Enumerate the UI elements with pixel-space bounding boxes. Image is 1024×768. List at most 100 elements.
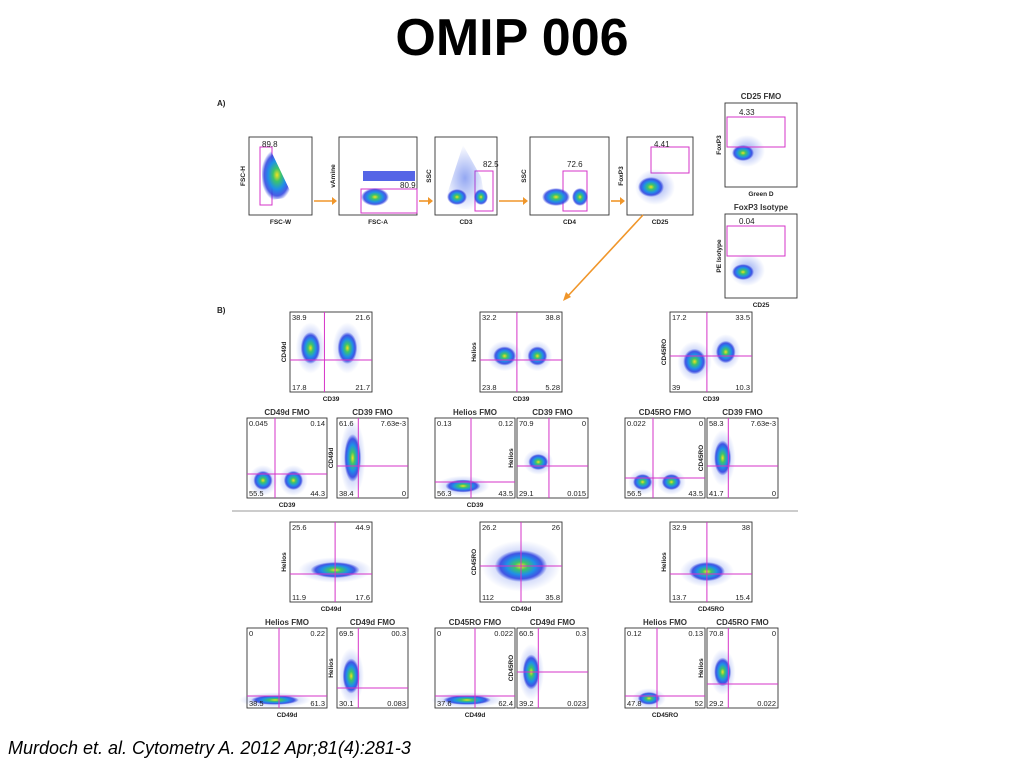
quadrant-value-ul: 0.12 (627, 629, 642, 638)
y-axis-label: Helios (508, 448, 515, 468)
y-axis-label: CD45RO (508, 655, 515, 681)
gate-rect (650, 146, 690, 174)
cell-population (261, 149, 293, 201)
quadrant-value-lr: 35.8 (545, 593, 560, 602)
panel-b-fmo-plot-4-1: CD49d 0 0.22 38.5 61.3 (239, 627, 328, 719)
fmo-heading: CD49d FMO (350, 618, 395, 627)
quadrant-value-ll: 13.7 (672, 593, 687, 602)
cell-population (445, 479, 481, 493)
quadrant-value-ur: 38.8 (545, 313, 560, 322)
y-axis-label: CD45RO (698, 445, 705, 471)
quadrant-value-ll: 39.2 (519, 699, 534, 708)
x-axis-label: CD39 (513, 396, 530, 403)
panel-b-fmo-plot-4-2: Helios 69.5 00.3 30.1 0.083 (328, 627, 409, 709)
y-axis-label: PE Isotype (716, 239, 723, 273)
quadrant-value-lr: 0.083 (387, 699, 406, 708)
quadrant-value-ul: 25.6 (292, 523, 307, 532)
cell-population (337, 332, 358, 364)
y-axis-label: Helios (281, 552, 288, 572)
cell-population (342, 658, 360, 694)
plot-frame (529, 136, 610, 216)
fmo-heading: Helios FMO (453, 408, 497, 417)
quadrant-value-lr: 0.022 (757, 699, 776, 708)
quadrant-value-ul: 0.022 (627, 419, 646, 428)
gate-value: 0.04 (739, 217, 755, 226)
quadrant-value-lr: 43.5 (498, 489, 513, 498)
x-axis-label: CD45RO (652, 712, 678, 719)
panel-b-fmo-plot-6-2: Helios 70.8 0 29.2 0.022 (698, 627, 779, 709)
panel-a-plot-3: CD3 SSC 82.5 (426, 136, 499, 226)
quadrant-value-lr: 5.28 (545, 383, 560, 392)
quadrant-value-lr: 62.4 (498, 699, 513, 708)
cell-population (283, 470, 303, 490)
quadrant-value-lr: 17.6 (355, 593, 370, 602)
fmo-heading: Helios FMO (643, 618, 687, 627)
quadrant-value-ul: 0.045 (249, 419, 268, 428)
fmo-heading: CD49d FMO (530, 618, 575, 627)
cell-population (683, 348, 707, 375)
x-axis-label: CD39 (323, 396, 340, 403)
panel-a-control-2: CD25 PE Isotype 0.04 (716, 213, 798, 309)
panel-b-fmo-plot-1-1: CD39 0.045 0.14 55.5 44.3 (246, 417, 328, 509)
cell-population (732, 145, 754, 161)
quadrant-value-ur: 0 (582, 419, 586, 428)
cell-population (637, 692, 661, 705)
flow-arrowhead (332, 197, 337, 205)
gate-rect (726, 116, 786, 148)
cell-population (633, 474, 653, 490)
cell-population (527, 346, 548, 366)
flow-arrowhead (620, 197, 625, 205)
cell-population (251, 695, 299, 705)
panel-b-main-plot-6: CD45RO Helios 32.9 38 13.7 15.4 (661, 521, 753, 613)
slide-title: OMIP 006 (395, 9, 629, 67)
cell-population (572, 188, 588, 206)
quadrant-value-ur: 0.3 (576, 629, 586, 638)
x-axis-label: CD49d (321, 606, 342, 613)
fmo-heading: CD39 FMO (352, 408, 392, 417)
quadrant-value-ul: 58.3 (709, 419, 724, 428)
panel-b-label: B) (217, 306, 226, 315)
quadrant-value-ul: 61.6 (339, 419, 354, 428)
fmo-heading: CD39 FMO (722, 408, 762, 417)
quadrant-value-lr: 0 (402, 489, 406, 498)
fmo-heading: Helios FMO (265, 618, 309, 627)
quadrant-value-lr: 52 (695, 699, 703, 708)
quadrant-value-ll: 29.1 (519, 489, 534, 498)
y-axis-label: vAmine (330, 164, 337, 188)
quadrant-value-ur: 0.12 (498, 419, 513, 428)
fmo-heading: CD45RO FMO (639, 408, 691, 417)
x-axis-label: Green D (748, 191, 774, 198)
quadrant-value-ul: 0 (437, 629, 441, 638)
quadrant-value-ur: 00.3 (391, 629, 406, 638)
quadrant-value-ll: 38.4 (339, 489, 354, 498)
gate-rect (360, 188, 418, 214)
y-axis-label: Helios (698, 658, 705, 678)
x-axis-label: CD49d (465, 712, 486, 719)
quadrant-value-ll: 112 (482, 593, 494, 602)
quadrant-value-ul: 32.2 (482, 313, 497, 322)
control-heading: CD25 FMO (741, 92, 781, 101)
panel-b-fmo-plot-2-2: Helios 70.9 0 29.1 0.015 (508, 417, 589, 499)
citation: Murdoch et. al. Cytometry A. 2012 Apr;81… (8, 738, 411, 758)
quadrant-value-ul: 69.5 (339, 629, 354, 638)
fmo-heading: CD49d FMO (264, 408, 309, 417)
quadrant-value-ll: 56.5 (627, 489, 642, 498)
x-axis-label: CD25 (753, 302, 770, 309)
gate-value: 4.41 (654, 140, 670, 149)
panel-b-main-plot-2: CD39 Helios 32.2 38.8 23.8 5.28 (471, 311, 563, 403)
panel-a-plot-4: CD4 SSC 72.6 (521, 136, 610, 226)
y-axis-label: FoxP3 (716, 135, 723, 155)
quadrant-value-ll: 39 (672, 383, 680, 392)
quadrant-value-ul: 17.2 (672, 313, 687, 322)
panel-b-fmo-plot-2-1: CD39 0.13 0.12 56.3 43.5 (434, 417, 516, 509)
quadrant-value-ul: 0 (249, 629, 253, 638)
quadrant-value-ur: 0.22 (310, 629, 325, 638)
quadrant-value-ur: 7.63e-3 (751, 419, 776, 428)
panel-b-fmo-plot-3-1: 0.022 0 56.5 43.5 (624, 417, 706, 499)
quadrant-value-ul: 38.9 (292, 313, 307, 322)
quadrant-value-lr: 43.5 (688, 489, 703, 498)
cell-population (300, 332, 321, 364)
quadrant-value-ur: 0.13 (688, 629, 703, 638)
quadrant-value-lr: 10.3 (735, 383, 750, 392)
quadrant-value-lr: 15.4 (735, 593, 750, 602)
